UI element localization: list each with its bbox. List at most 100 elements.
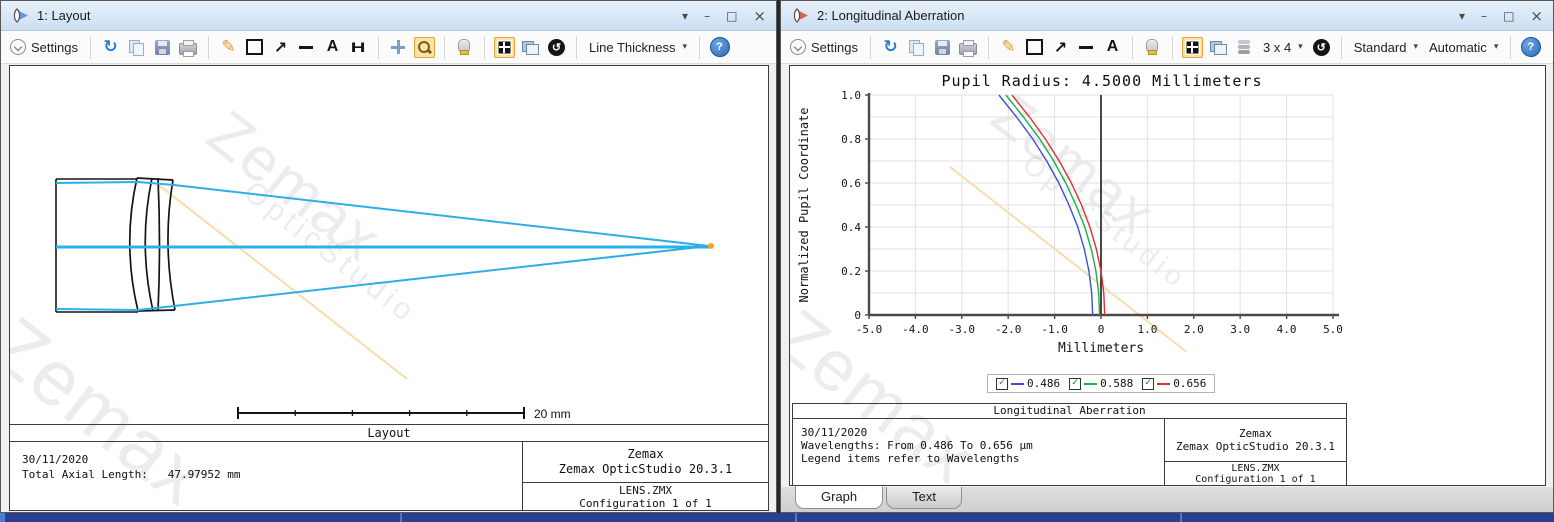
refresh-icon: ↻ (883, 37, 898, 57)
clone-window-button[interactable] (520, 37, 541, 58)
line-icon (1079, 45, 1094, 49)
copy-button[interactable] (906, 37, 927, 58)
lamp-icon (458, 39, 471, 55)
layout-info-right-cell: Zemax Zemax OpticStudio 20.3.1 LENS.ZMX … (522, 442, 768, 510)
legend-item[interactable]: ✓ 0.656 (1142, 377, 1206, 390)
help-icon: ? (709, 37, 730, 57)
legend-checkbox-icon[interactable]: ✓ (1142, 377, 1155, 390)
standard-dropdown[interactable]: Standard ▾ (1351, 39, 1421, 56)
minimize-button[interactable]: – (1481, 8, 1488, 23)
refresh-button[interactable]: ↻ (100, 37, 121, 58)
zoom-button[interactable] (413, 36, 435, 58)
insert-text-button[interactable]: A (322, 37, 343, 58)
svg-text:-3.0: -3.0 (949, 323, 976, 336)
status-separator (795, 513, 797, 522)
maximize-button[interactable]: □ (1503, 8, 1515, 23)
legend-item[interactable]: ✓ 0.486 (996, 377, 1060, 390)
annotate-pencil-button[interactable]: ✎ (218, 37, 239, 58)
toolbar-separator (1510, 35, 1512, 59)
svg-text:0.2: 0.2 (841, 265, 861, 278)
close-button[interactable]: × (753, 6, 766, 25)
copy-button[interactable] (126, 37, 147, 58)
legend-checkbox-icon[interactable]: ✓ (1069, 377, 1082, 390)
svg-text:2.0: 2.0 (1184, 323, 1204, 336)
grid-size-dropdown[interactable]: 3 x 4 ▾ (1260, 39, 1306, 56)
tab-graph[interactable]: Graph (795, 486, 884, 509)
aberration-titlebar[interactable]: 2: Longitudinal Aberration ▾ – □ × (781, 1, 1553, 31)
annotate-pencil-button[interactable]: ✎ (998, 37, 1019, 58)
layout-info-left-cell: 30/11/2020 Total Axial Length: 47.97952 … (10, 442, 522, 510)
settings-label: Settings (31, 39, 78, 55)
toolbar-separator (699, 35, 700, 59)
chevron-down-icon (790, 39, 806, 55)
settings-button[interactable]: Settings (787, 38, 861, 56)
draw-arrow-button[interactable]: ↗ (1050, 37, 1071, 58)
help-button[interactable]: ? (1520, 37, 1541, 58)
legend-color-dash (1084, 382, 1098, 385)
save-button[interactable] (932, 37, 953, 58)
status-separator (400, 513, 402, 522)
draw-line-button[interactable] (296, 37, 317, 58)
maximize-button[interactable]: □ (726, 8, 738, 23)
layout-canvas[interactable]: Zemax OpticStudio Zemax (9, 65, 769, 511)
legend-item[interactable]: ✓ 0.588 (1069, 377, 1133, 390)
help-button[interactable]: ? (709, 37, 730, 58)
toolbar-separator (89, 35, 91, 59)
refresh-icon: ↻ (103, 37, 118, 57)
scale-bar (237, 407, 525, 419)
print-button[interactable] (958, 37, 979, 58)
reset-view-button[interactable]: ↺ (1311, 37, 1332, 58)
layout-titlebar[interactable]: 1: Layout ▾ – □ × (1, 1, 776, 31)
configurations-button[interactable] (1234, 37, 1255, 58)
svg-text:1.0: 1.0 (841, 89, 861, 102)
draw-line-button[interactable] (1076, 37, 1097, 58)
aperture-button[interactable]: H (348, 37, 369, 58)
svg-text:4.0: 4.0 (1277, 323, 1297, 336)
tab-text[interactable]: Text (886, 487, 962, 509)
magnifier-icon (416, 39, 432, 55)
legend-color-dash (1157, 382, 1171, 385)
split-window-button[interactable] (493, 36, 515, 58)
file-name: LENS.ZMX (1231, 462, 1280, 474)
line-icon (299, 45, 314, 49)
toolbar-separator (869, 35, 871, 59)
svg-text:0: 0 (854, 309, 861, 322)
lamp-button[interactable] (454, 37, 475, 58)
file-cell: LENS.ZMX Configuration 1 of 1 (1165, 462, 1346, 485)
lamp-button[interactable] (1142, 37, 1163, 58)
product-version: Zemax OpticStudio 20.3.1 (1176, 440, 1335, 453)
legend-checkbox-icon[interactable]: ✓ (996, 377, 1008, 390)
save-button[interactable] (152, 37, 173, 58)
window-menu-button[interactable]: ▾ (1459, 8, 1466, 23)
refresh-button[interactable]: ↻ (880, 37, 901, 58)
aperture-icon: H (351, 39, 366, 55)
split-window-button[interactable] (1181, 36, 1203, 58)
insert-text-button[interactable]: A (1102, 37, 1123, 58)
date-text: 30/11/2020 (801, 426, 868, 439)
print-button[interactable] (178, 37, 199, 58)
arrow-icon: ↗ (1053, 37, 1068, 57)
layout-toolbar: Settings ↻ ✎ ↗ A H ↺ Line Thickness ▾ ? (1, 31, 776, 64)
draw-rectangle-button[interactable] (1024, 37, 1045, 58)
monitor-icon (1210, 40, 1228, 55)
reset-view-button[interactable]: ↺ (546, 37, 567, 58)
aberration-canvas[interactable]: Zemax OpticStudio Zemax Pupil Radius: 4.… (789, 65, 1546, 486)
settings-button[interactable]: Settings (7, 38, 81, 56)
window-menu-button[interactable]: ▾ (682, 8, 689, 23)
scale-bar-label: 20 mm (534, 407, 571, 421)
draw-rectangle-button[interactable] (244, 37, 265, 58)
clone-window-button[interactable] (1208, 37, 1229, 58)
line-thickness-dropdown[interactable]: Line Thickness ▾ (586, 39, 690, 56)
toolbar-separator (483, 35, 485, 59)
svg-text:0.8: 0.8 (841, 133, 861, 146)
close-button[interactable]: × (1530, 6, 1543, 25)
minimize-button[interactable]: – (704, 8, 711, 23)
chart-legend[interactable]: ✓ 0.486 ✓ 0.588 ✓ 0.656 (987, 374, 1216, 393)
draw-arrow-button[interactable]: ↗ (270, 37, 291, 58)
rectangle-icon (245, 39, 263, 55)
automatic-label: Automatic (1429, 39, 1487, 55)
copy-icon (128, 39, 145, 56)
automatic-dropdown[interactable]: Automatic ▾ (1426, 39, 1501, 56)
pan-button[interactable] (388, 37, 409, 58)
aberration-window: 2: Longitudinal Aberration ▾ – □ × Setti… (780, 0, 1554, 513)
